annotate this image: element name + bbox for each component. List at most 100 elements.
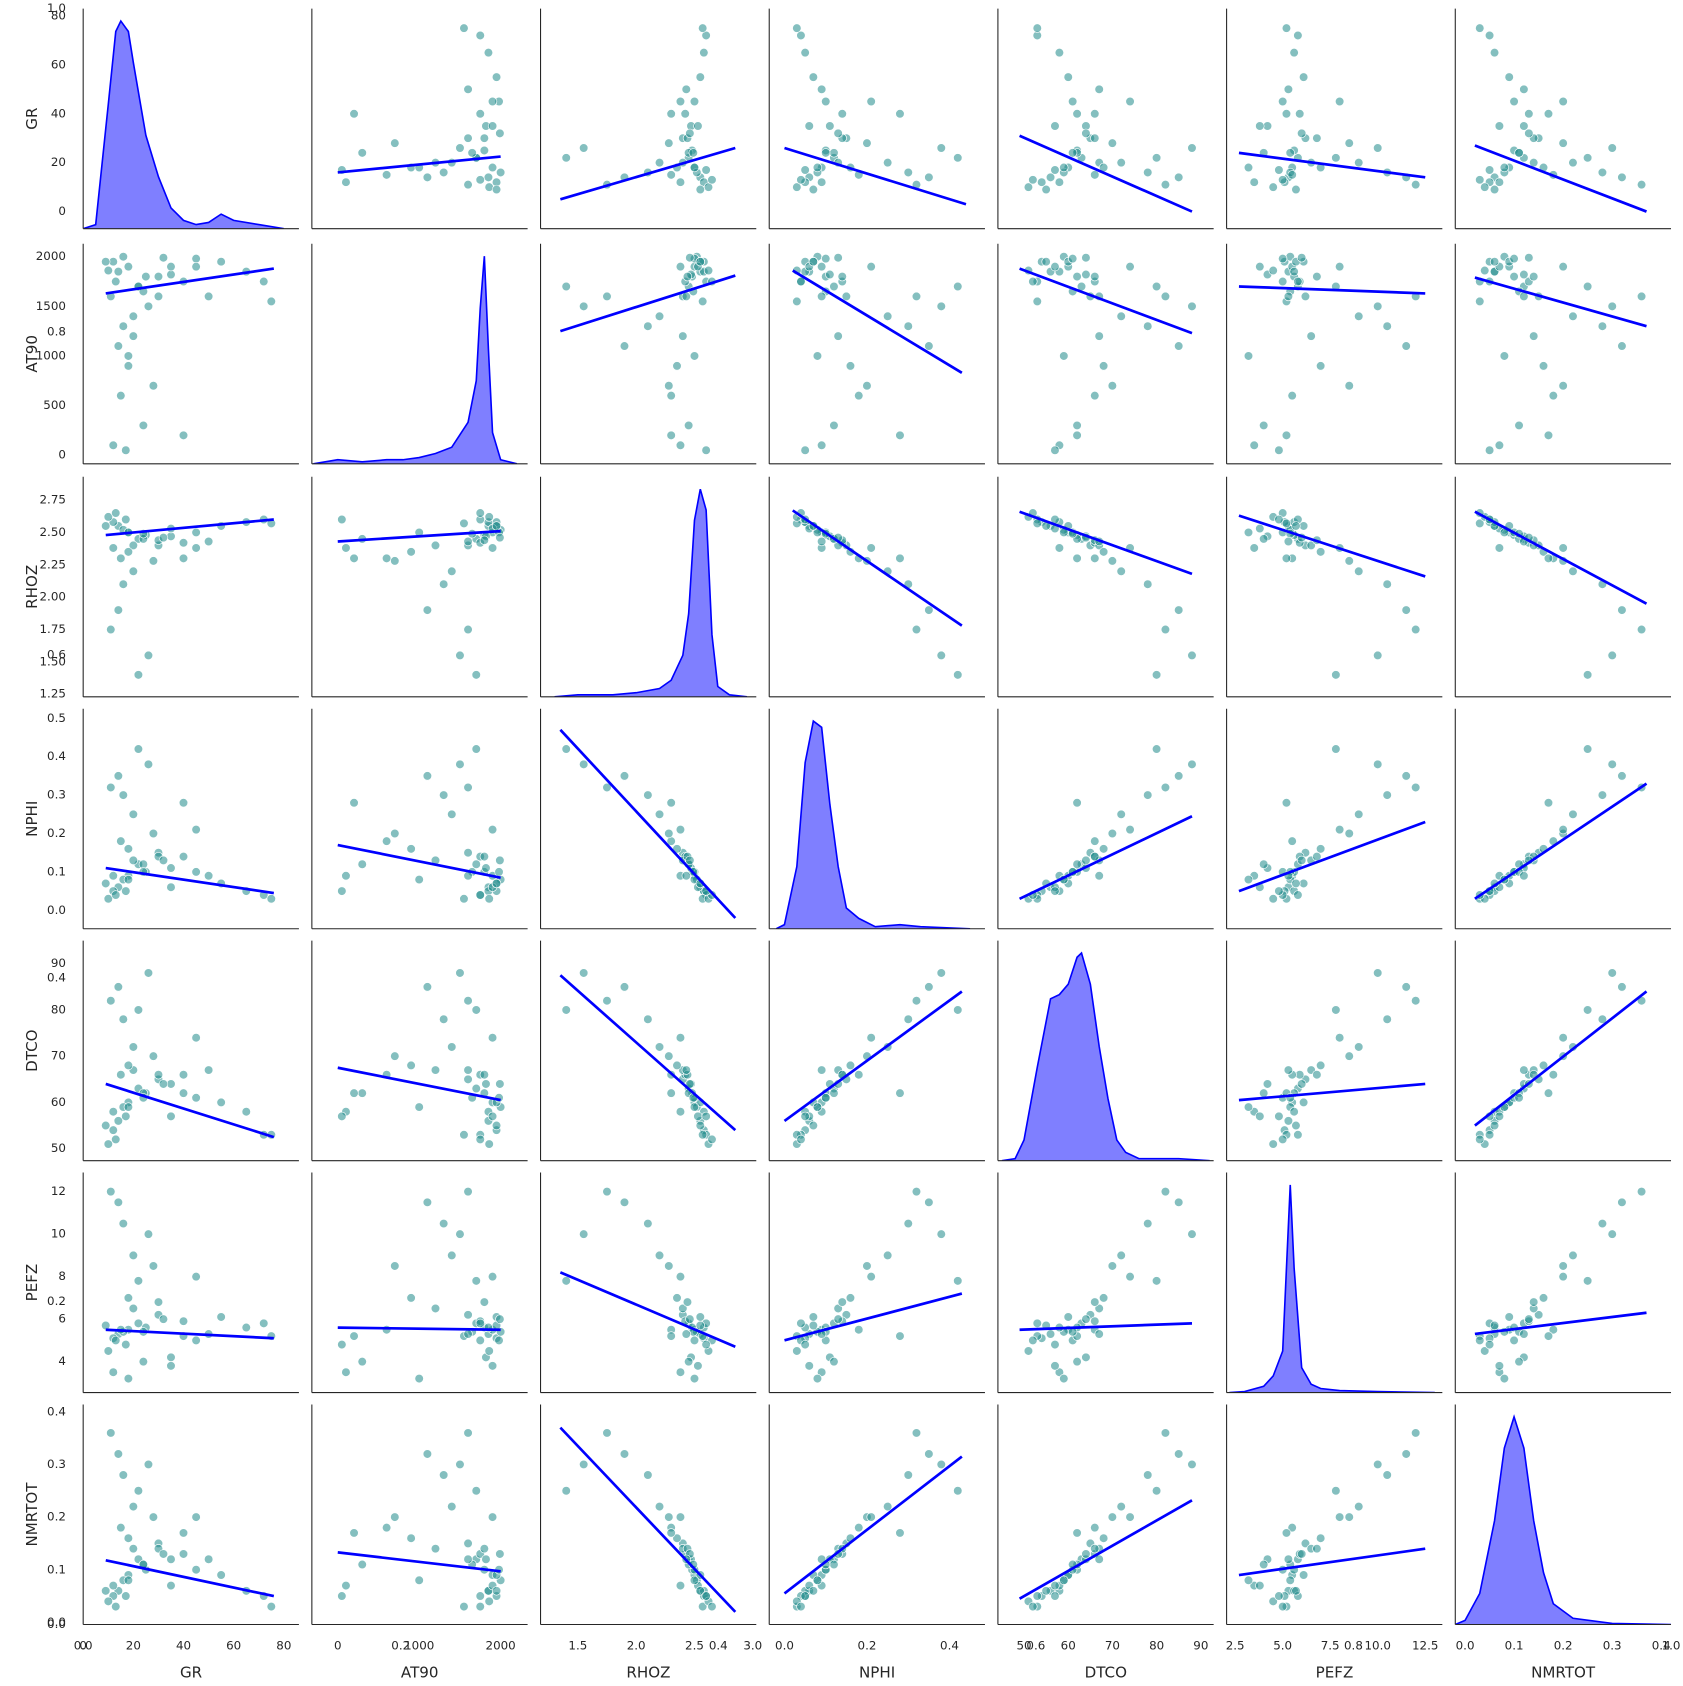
scatter-point: [1529, 271, 1539, 282]
scatter-point: [1090, 170, 1100, 180]
scatter-point: [113, 982, 123, 992]
scatter-point: [664, 1261, 674, 1271]
scatter-point: [121, 514, 131, 525]
scatter-point: [1306, 331, 1316, 341]
regression-line: [559, 728, 737, 919]
scatter-point: [447, 1501, 457, 1512]
scatter-point: [579, 1229, 589, 1239]
scatter-point: [796, 276, 806, 287]
scatter-point: [1174, 605, 1184, 615]
density-y-tick-label: 0.6: [47, 647, 66, 661]
scatter-point: [812, 1373, 823, 1384]
scatter-point: [103, 512, 113, 522]
scatter-point: [471, 1005, 481, 1015]
scatter-point: [108, 1107, 118, 1117]
scatter-point: [1054, 48, 1065, 58]
scatter-point: [953, 1486, 963, 1496]
scatter-point: [1480, 1346, 1490, 1356]
scatter-point: [701, 445, 711, 455]
scatter-point: [138, 1356, 149, 1367]
scatter-point: [471, 670, 481, 680]
scatter-point: [695, 1120, 705, 1131]
scatter-point: [191, 1271, 201, 1282]
scatter-point: [1243, 1102, 1254, 1112]
scatter-point: [266, 296, 276, 307]
scatter-point: [422, 982, 433, 992]
scatter-point: [483, 48, 494, 58]
scatter-point: [123, 547, 134, 557]
scatter-point: [128, 809, 138, 819]
scatter-point: [463, 536, 473, 547]
scatter-point: [602, 782, 612, 793]
scatter-point: [1278, 276, 1288, 287]
scatter-point: [143, 301, 154, 311]
scatter-point: [684, 1356, 694, 1367]
y-tick-label: 0.1: [47, 864, 66, 878]
scatter-point: [1050, 165, 1060, 175]
regression-line: [1019, 267, 1193, 335]
scatter-point: [108, 1125, 118, 1135]
y-tick-label: 2.50: [40, 525, 66, 539]
scatter-point: [471, 744, 481, 754]
scatter-point: [602, 1186, 612, 1197]
scatter-point: [654, 809, 665, 819]
scatter-point: [693, 121, 703, 131]
scatter-point: [406, 1293, 416, 1303]
regression-line: [1018, 815, 1193, 901]
scatter-point: [1125, 1512, 1135, 1522]
scatter-point: [1354, 566, 1364, 576]
x-tick-label: 40: [176, 1639, 191, 1653]
scatter-point: [1268, 894, 1278, 904]
scatter-point: [695, 72, 705, 82]
scatter-point: [812, 1102, 823, 1112]
scatter-point: [953, 670, 963, 680]
scatter-point: [1050, 445, 1060, 455]
scatter-point: [463, 180, 473, 190]
scatter-point: [467, 148, 477, 158]
scatter-point: [1090, 1544, 1100, 1554]
scatter-point: [349, 798, 359, 808]
scatter-point: [1489, 257, 1500, 267]
scatter-point: [685, 128, 695, 138]
scatter-point: [203, 291, 214, 302]
scatter-point: [475, 890, 485, 900]
scatter-point: [1312, 851, 1322, 862]
scatter-point: [1316, 844, 1326, 854]
scatter-point: [406, 1060, 416, 1071]
x-tick-label: 12.5: [1412, 1639, 1438, 1653]
scatter-point: [1558, 1261, 1568, 1271]
scatter-point: [701, 165, 711, 175]
scatter-point: [924, 1449, 934, 1459]
scatter-point: [191, 824, 201, 835]
scatter-point: [1538, 1293, 1549, 1303]
scatter-point: [903, 167, 913, 178]
scatter-point: [1041, 257, 1051, 267]
scatter-point: [1475, 296, 1485, 307]
scatter-point: [191, 867, 201, 877]
scatter-point: [1278, 254, 1288, 264]
scatter-point: [128, 1501, 138, 1512]
scatter-point: [1475, 23, 1485, 33]
scatter-point: [123, 1373, 134, 1384]
scatter-point: [1081, 1549, 1091, 1559]
scatter-point: [447, 1250, 457, 1261]
scatter-point: [1316, 547, 1326, 557]
scatter-point: [693, 1361, 703, 1371]
scatter-point: [128, 1250, 138, 1261]
scatter-point: [430, 1303, 441, 1314]
scatter-point: [796, 175, 806, 185]
scatter-point: [178, 1549, 189, 1559]
scatter-point: [1107, 556, 1117, 566]
scatter-point: [1411, 782, 1421, 793]
x-axis-label: PEFZ: [1316, 1664, 1354, 1682]
scatter-point: [481, 863, 491, 873]
scatter-point: [699, 48, 709, 58]
scatter-point: [103, 1596, 113, 1606]
scatter-point: [1090, 553, 1100, 563]
scatter-point: [643, 1014, 653, 1024]
scatter-point: [1174, 1449, 1184, 1459]
scatter-point: [1081, 1352, 1091, 1362]
scatter-point: [133, 1486, 144, 1496]
scatter-point: [1291, 1120, 1301, 1131]
scatter-point: [1548, 391, 1558, 401]
